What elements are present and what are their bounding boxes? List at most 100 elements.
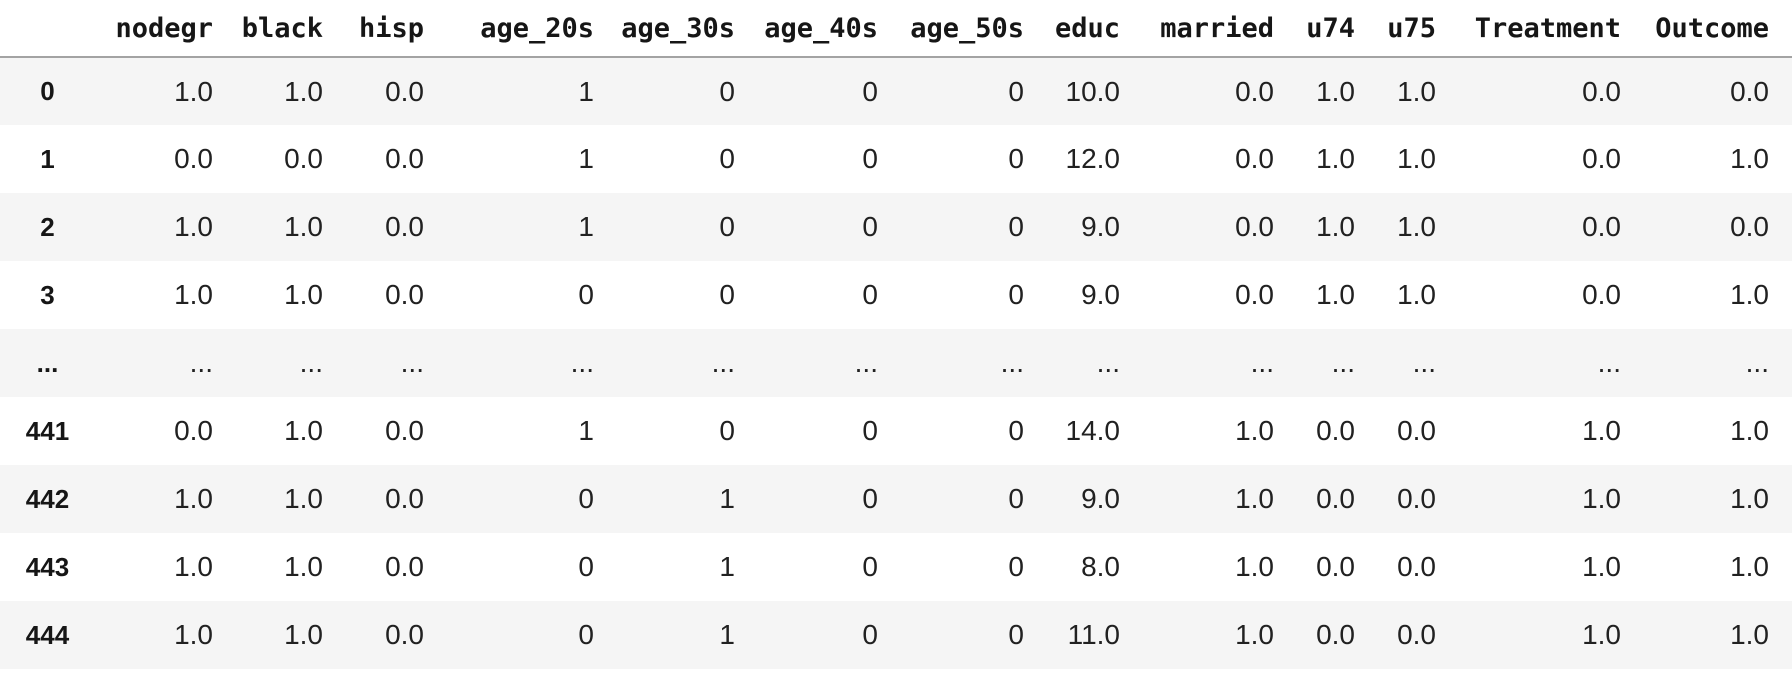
cell-0-outcome: 0.0	[1730, 75, 1769, 107]
cell-444-nodegr: 1.0	[174, 619, 213, 650]
cell-2-nodegr: 1.0	[174, 211, 213, 242]
cell-441-u75: 0.0	[1397, 415, 1436, 446]
column-header-age_20s: age_20s	[447, 0, 617, 58]
row-index: 1	[40, 143, 55, 174]
cell-2-age_50s: 0	[1008, 211, 1024, 242]
cell-442-married: 1.0	[1235, 483, 1274, 514]
dataframe-header: nodegr black hisp age_20s age_30s age_40s age_…	[0, 0, 1792, 58]
cell-444-age_50s: 0	[1008, 619, 1024, 650]
cell-442-outcome: 1.0	[1730, 483, 1769, 514]
cell-2-outcome: 0.0	[1730, 211, 1769, 242]
column-header-treatment: Treatment	[1459, 0, 1644, 58]
cell-441-black: 1.0	[284, 415, 323, 446]
cell-3-u74: 1.0	[1316, 279, 1355, 310]
cell-2-age_30s: 0	[719, 211, 735, 242]
cell-0-educ: 10.0	[1065, 75, 1121, 107]
row-index: 2	[40, 211, 55, 242]
cell-1-nodegr: 0.0	[174, 143, 213, 174]
cell-442-treatment: 1.0	[1582, 483, 1621, 514]
cell-443-u75: 0.0	[1397, 551, 1436, 582]
cell-441-outcome: 1.0	[1730, 415, 1769, 446]
cell-441-married: 1.0	[1235, 415, 1274, 446]
cell-0-nodegr: 1.0	[174, 75, 213, 107]
row-index: ...	[36, 347, 59, 378]
cell-0-married: 0.0	[1235, 75, 1274, 107]
cell-1-black: 0.0	[284, 143, 323, 174]
cell-...-u75: ...	[1412, 347, 1436, 378]
cell-1-age_40s: 0	[862, 143, 878, 174]
cell-3-black: 1.0	[284, 279, 323, 310]
cell-1-married: 0.0	[1235, 143, 1274, 174]
cell-441-age_50s: 0	[1008, 415, 1024, 446]
cell-3-married: 0.0	[1235, 279, 1274, 310]
cell-...-age_20s: ...	[570, 347, 594, 378]
cell-443-married: 1.0	[1235, 551, 1274, 582]
cell-...-married: ...	[1250, 347, 1274, 378]
cell-442-educ: 9.0	[1081, 483, 1120, 514]
cell-...-black: ...	[299, 347, 323, 378]
cell-443-age_30s: 1	[719, 551, 735, 582]
column-header-age_50s: age_50s	[901, 0, 1047, 58]
table-row-2: 2 1.0 1.0 0.0 1 0 0 0 9.0 0.0 1.0 1.0 0.0 0.0	[0, 193, 1792, 261]
cell-3-age_20s: 0	[578, 279, 594, 310]
cell-3-outcome: 1.0	[1730, 279, 1769, 310]
cell-3-age_50s: 0	[1008, 279, 1024, 310]
table-row-442: 442 1.0 1.0 0.0 0 1 0 0 9.0 1.0 0.0 0.0 1.0 1.0	[0, 465, 1792, 533]
cell-443-u74: 0.0	[1316, 551, 1355, 582]
cell-1-educ: 12.0	[1065, 143, 1121, 174]
cell-441-age_20s: 1	[578, 415, 594, 446]
column-header-age_40s: age_40s	[758, 0, 901, 58]
cell-442-age_40s: 0	[862, 483, 878, 514]
cell-3-age_40s: 0	[862, 279, 878, 310]
cell-2-age_20s: 1	[578, 211, 594, 242]
cell-441-educ: 14.0	[1065, 415, 1121, 446]
index-column-header	[0, 0, 95, 58]
cell-441-nodegr: 0.0	[174, 415, 213, 446]
header-row: nodegr black hisp age_20s age_30s age_40s age_…	[0, 0, 1792, 58]
cell-0-black: 1.0	[284, 75, 323, 107]
cell-...-nodegr: ...	[189, 347, 213, 378]
cell-444-u74: 0.0	[1316, 619, 1355, 650]
cell-441-age_40s: 0	[862, 415, 878, 446]
cell-442-u74: 0.0	[1316, 483, 1355, 514]
cell-443-treatment: 1.0	[1582, 551, 1621, 582]
row-index: 3	[40, 279, 55, 310]
cell-444-age_30s: 1	[719, 619, 735, 650]
column-header-nodegr: nodegr	[95, 0, 236, 58]
row-index: 442	[25, 483, 70, 514]
column-header-age_30s: age_30s	[617, 0, 758, 58]
cell-1-hisp: 0.0	[385, 143, 424, 174]
cell-2-u75: 1.0	[1397, 211, 1436, 242]
column-header-u75: u75	[1378, 0, 1459, 58]
cell-444-married: 1.0	[1235, 619, 1274, 650]
row-index: 443	[25, 551, 70, 582]
cell-1-age_30s: 0	[719, 143, 735, 174]
cell-3-nodegr: 1.0	[174, 279, 213, 310]
cell-0-treatment: 0.0	[1582, 75, 1621, 107]
cell-1-u75: 1.0	[1397, 143, 1436, 174]
column-header-hisp: hisp	[346, 0, 447, 58]
column-header-black: black	[236, 0, 346, 58]
row-index: 0	[40, 76, 55, 106]
cell-441-u74: 0.0	[1316, 415, 1355, 446]
cell-...-age_30s: ...	[711, 347, 735, 378]
cell-3-hisp: 0.0	[385, 279, 424, 310]
cell-2-u74: 1.0	[1316, 211, 1355, 242]
cell-0-u75: 1.0	[1397, 75, 1436, 107]
cell-444-age_20s: 0	[578, 619, 594, 650]
row-index: 444	[25, 619, 70, 650]
table-row-444: 444 1.0 1.0 0.0 0 1 0 0 11.0 1.0 0.0 0.0 1.0 1.0	[0, 601, 1792, 669]
cell-444-educ: 11.0	[1067, 619, 1120, 650]
cell-1-outcome: 1.0	[1730, 143, 1769, 174]
cell-444-u75: 0.0	[1397, 619, 1436, 650]
cell-444-treatment: 1.0	[1582, 619, 1621, 650]
cell-3-treatment: 0.0	[1582, 279, 1621, 310]
cell-1-age_20s: 1	[578, 143, 594, 174]
cell-443-age_40s: 0	[862, 551, 878, 582]
column-header-outcome: Outcome	[1644, 0, 1792, 58]
cell-1-age_50s: 0	[1008, 143, 1024, 174]
cell-444-black: 1.0	[284, 619, 323, 650]
table-row-443: 443 1.0 1.0 0.0 0 1 0 0 8.0 1.0 0.0 0.0 1.0 1.0	[0, 533, 1792, 601]
table-row-441: 441 0.0 1.0 0.0 1 0 0 0 14.0 1.0 0.0 0.0 1.0 1.0	[0, 397, 1792, 465]
cell-442-age_30s: 1	[719, 483, 735, 514]
